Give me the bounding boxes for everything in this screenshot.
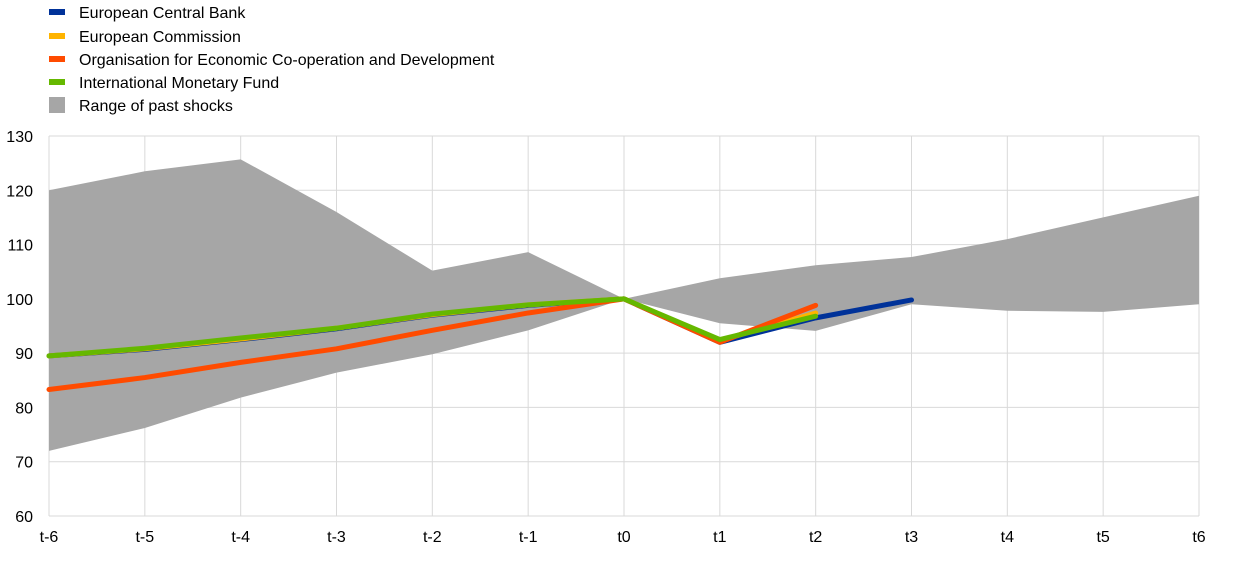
- x-tick-label-t3: t3: [905, 529, 918, 546]
- legend-item-imf: International Monetary Fund: [49, 75, 279, 92]
- y-tick-label-60: 60: [15, 509, 33, 526]
- legend-swatch-ecb: [49, 9, 65, 15]
- y-tick-label-90: 90: [15, 346, 33, 363]
- y-tick-label-100: 100: [6, 292, 33, 309]
- x-tick-label-t-3: t-3: [327, 529, 346, 546]
- legend-item-ecb: European Central Bank: [49, 5, 246, 22]
- y-tick-label-70: 70: [15, 455, 33, 472]
- series-line-imf: [46, 296, 819, 359]
- x-tick-label-t0: t0: [617, 529, 630, 546]
- series-layer: [46, 296, 914, 393]
- legend-item-oecd: Organisation for Economic Co-operation a…: [49, 52, 495, 69]
- legend-item-range: Range of past shocks: [49, 97, 233, 115]
- x-tick-label-t6: t6: [1192, 529, 1205, 546]
- x-tick-label-t-6: t-6: [40, 529, 59, 546]
- x-tick-label-t2: t2: [809, 529, 822, 546]
- x-tick-label-t-1: t-1: [519, 529, 538, 546]
- legend-swatch-range: [49, 97, 65, 113]
- y-tick-label-110: 110: [7, 238, 33, 255]
- y-tick-label-130: 130: [6, 129, 33, 146]
- y-tick-label-120: 120: [6, 183, 33, 200]
- legend-label-imf: International Monetary Fund: [79, 75, 279, 92]
- legend-label-oecd: Organisation for Economic Co-operation a…: [79, 52, 495, 69]
- legend-item-ec: European Commission: [49, 29, 241, 46]
- x-tick-label-t5: t5: [1096, 529, 1109, 546]
- range-area: [49, 159, 1199, 451]
- legend: European Central Bank European Commissio…: [49, 5, 495, 115]
- x-axis: t-6 t-5 t-4 t-3 t-2 t-1 t0 t1 t2 t3 t4 t5 t6: [40, 529, 1206, 546]
- y-axis: 60 70 80 90 100 110 120 130: [6, 129, 33, 526]
- y-tick-label-80: 80: [15, 400, 33, 417]
- legend-swatch-ec: [49, 33, 65, 39]
- legend-label-ec: European Commission: [79, 29, 241, 46]
- legend-swatch-imf: [49, 79, 65, 85]
- legend-label-ecb: European Central Bank: [79, 5, 246, 22]
- x-tick-label-t1: t1: [713, 529, 726, 546]
- x-tick-label-t-4: t-4: [231, 529, 250, 546]
- range-layer: [49, 159, 1199, 451]
- legend-swatch-oecd: [49, 56, 65, 62]
- x-tick-label-t4: t4: [1001, 529, 1014, 546]
- x-tick-label-t-5: t-5: [135, 529, 154, 546]
- x-tick-label-t-2: t-2: [423, 529, 442, 546]
- legend-label-range: Range of past shocks: [79, 98, 233, 115]
